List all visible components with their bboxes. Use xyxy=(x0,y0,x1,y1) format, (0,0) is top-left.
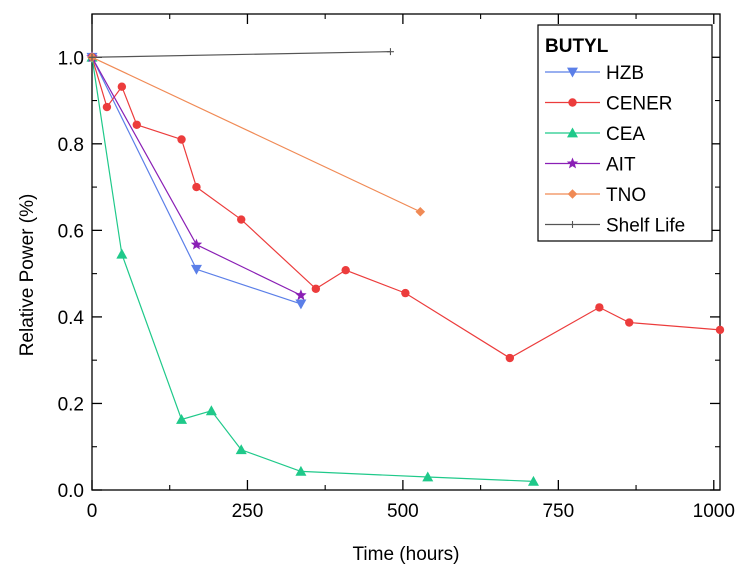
data-point-cener xyxy=(716,326,724,334)
x-tick-label: 0 xyxy=(87,501,98,522)
series-cea xyxy=(87,52,539,486)
x-tick-label: 1000 xyxy=(693,501,735,522)
data-point-cener xyxy=(133,121,141,129)
data-point-cener xyxy=(177,135,185,143)
x-axis-title: Time (hours) xyxy=(353,544,460,565)
y-tick-label: 0.2 xyxy=(58,394,84,415)
series-line-shelf-life xyxy=(92,52,390,58)
legend-label-shelf-life: Shelf Life xyxy=(606,216,685,237)
data-point-cener xyxy=(237,215,245,223)
series-shelf-life xyxy=(89,48,394,61)
legend-label-tno: TNO xyxy=(606,185,646,206)
data-point-cener xyxy=(118,82,126,90)
data-point-cea xyxy=(116,249,127,259)
data-point-ait xyxy=(191,239,202,250)
y-tick-label: 1.0 xyxy=(58,48,84,69)
legend: BUTYL HZB CENER CEA AIT TNO Shelf Life xyxy=(538,25,712,241)
data-point-cener xyxy=(506,354,514,362)
data-point-cener xyxy=(625,318,633,326)
y-tick-label: 0.6 xyxy=(58,221,84,242)
y-axis-title: Relative Power (%) xyxy=(17,194,38,357)
legend-label-ait: AIT xyxy=(606,155,636,176)
series-line-cea xyxy=(92,57,533,481)
x-tick-label: 500 xyxy=(387,501,419,522)
y-tick-label: 0.4 xyxy=(58,308,85,329)
data-point-cener xyxy=(312,285,320,293)
data-point-cener xyxy=(192,183,200,191)
data-point-cener xyxy=(341,266,349,274)
data-point-tno xyxy=(416,207,426,217)
data-point-cener xyxy=(401,289,409,297)
data-point-hzb xyxy=(191,265,202,275)
legend-label-cea: CEA xyxy=(606,124,645,145)
data-point-hzb xyxy=(295,300,306,310)
y-tick-label: 0.0 xyxy=(58,481,84,502)
x-tick-label: 750 xyxy=(542,501,574,522)
x-tick-label: 250 xyxy=(232,501,264,522)
data-point-cener xyxy=(595,303,603,311)
data-point-cener xyxy=(103,103,111,111)
data-point-cea xyxy=(295,466,306,476)
data-point-cea xyxy=(206,405,217,415)
legend-marker-cener xyxy=(568,98,576,106)
series-tno xyxy=(87,52,425,216)
legend-label-hzb: HZB xyxy=(606,63,644,84)
series-hzb xyxy=(87,53,307,310)
data-point-cea xyxy=(236,444,247,454)
data-point-ait xyxy=(295,289,306,300)
data-point-shelf-life xyxy=(387,48,394,55)
legend-title: BUTYL xyxy=(545,36,609,57)
series-line-tno xyxy=(92,57,420,211)
legend-label-cener: CENER xyxy=(606,94,673,115)
y-tick-label: 0.8 xyxy=(58,135,84,156)
